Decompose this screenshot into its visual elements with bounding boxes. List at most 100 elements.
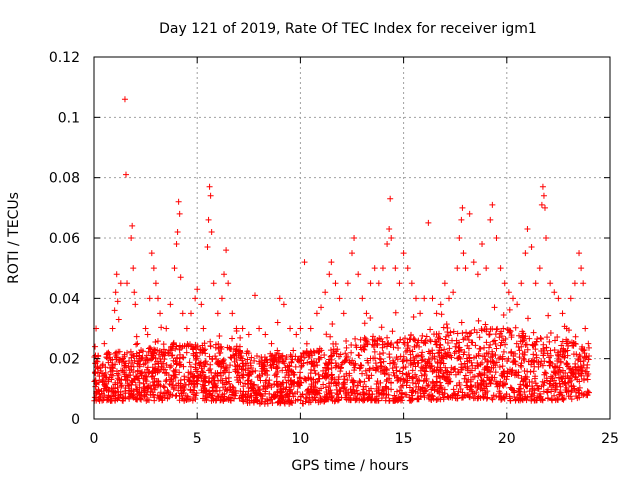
data-point-band — [520, 355, 527, 362]
data-point-band — [488, 395, 495, 402]
data-point-band — [351, 367, 358, 374]
data-point-band — [207, 338, 214, 345]
data-point-band — [270, 391, 277, 398]
data-point-band — [547, 347, 554, 354]
data-point-band — [570, 369, 577, 376]
data-point-band — [398, 383, 405, 390]
data-point-band — [411, 343, 418, 350]
data-point-band — [432, 338, 439, 345]
data-point-band — [352, 397, 359, 404]
data-point-band — [181, 342, 188, 349]
data-point-band — [451, 350, 458, 357]
data-point-band — [222, 375, 229, 382]
data-point-band — [298, 363, 305, 370]
data-point-band — [409, 374, 416, 381]
data-point-band — [154, 369, 161, 376]
data-point-band — [568, 383, 575, 390]
data-point-band — [447, 329, 454, 336]
data-point-band — [322, 384, 329, 391]
data-point — [256, 325, 263, 332]
data-point-band — [122, 390, 129, 397]
data-point-band — [371, 348, 378, 355]
data-point-band — [467, 378, 474, 385]
data-point-band — [499, 363, 506, 370]
data-point-band — [535, 386, 542, 393]
data-point-band — [496, 364, 503, 371]
data-point-band — [342, 350, 349, 357]
data-point-band — [342, 357, 349, 364]
data-point-band — [583, 364, 590, 371]
data-point-band — [274, 347, 281, 354]
data-point-band — [468, 339, 475, 346]
data-point-band — [530, 342, 537, 349]
data-point-band — [522, 373, 529, 380]
data-point-band — [523, 341, 530, 348]
data-point-band — [389, 328, 396, 335]
data-point — [117, 280, 124, 287]
data-point — [95, 352, 102, 359]
data-point-band — [200, 369, 207, 376]
data-point — [344, 280, 351, 287]
data-point-band — [187, 363, 194, 370]
data-point-band — [547, 373, 554, 380]
data-point-band — [413, 353, 420, 360]
data-point-band — [568, 339, 575, 346]
data-point-band — [551, 392, 558, 399]
data-point-band — [526, 388, 533, 395]
data-point — [173, 241, 180, 248]
data-point-band — [340, 380, 347, 387]
data-point-band — [409, 367, 416, 374]
data-point-band — [521, 349, 528, 356]
data-point-band — [268, 394, 275, 401]
data-point-band — [287, 352, 294, 359]
data-point — [387, 195, 394, 202]
x-tick-label: 0 — [90, 431, 99, 447]
data-point-band — [544, 389, 551, 396]
data-point-band — [481, 326, 488, 333]
data-point — [138, 355, 145, 362]
data-point-band — [212, 353, 219, 360]
data-point — [483, 265, 490, 272]
data-point — [349, 250, 355, 257]
data-point-band — [102, 374, 109, 381]
data-point-band — [398, 393, 405, 400]
data-point-band — [446, 378, 453, 385]
data-point-band — [217, 349, 224, 356]
data-point-band — [247, 392, 254, 399]
data-point-band — [348, 390, 355, 397]
data-point-band — [161, 390, 168, 397]
data-point-band — [158, 324, 165, 331]
data-point — [112, 289, 119, 296]
data-point-band — [372, 360, 379, 367]
data-point-band — [424, 383, 431, 390]
data-point-band — [390, 369, 397, 376]
data-point-band — [266, 390, 273, 397]
data-point-band — [349, 379, 356, 386]
data-point — [221, 271, 228, 278]
data-point-band — [563, 361, 570, 368]
data-point-band — [508, 332, 515, 339]
data-point-band — [419, 332, 426, 339]
data-point-band — [417, 392, 424, 399]
data-point-band — [292, 363, 299, 370]
data-point-band — [446, 345, 453, 352]
data-point-band — [242, 367, 249, 374]
data-point-band — [314, 378, 321, 385]
data-point — [351, 235, 358, 241]
data-point-band — [187, 386, 194, 393]
data-point-band — [187, 370, 194, 377]
data-point — [92, 343, 99, 350]
data-point-band — [385, 340, 392, 347]
data-point-band — [573, 366, 580, 373]
data-point-band — [487, 326, 494, 333]
data-point — [280, 301, 287, 308]
data-point-band — [332, 359, 339, 366]
data-point-band — [489, 396, 496, 403]
data-point-band — [415, 376, 422, 383]
data-point-band — [390, 359, 397, 366]
data-point-band — [159, 353, 166, 360]
data-point — [580, 280, 587, 287]
data-point-band — [382, 383, 389, 390]
data-point-band — [480, 394, 487, 401]
data-point-band — [313, 359, 320, 366]
